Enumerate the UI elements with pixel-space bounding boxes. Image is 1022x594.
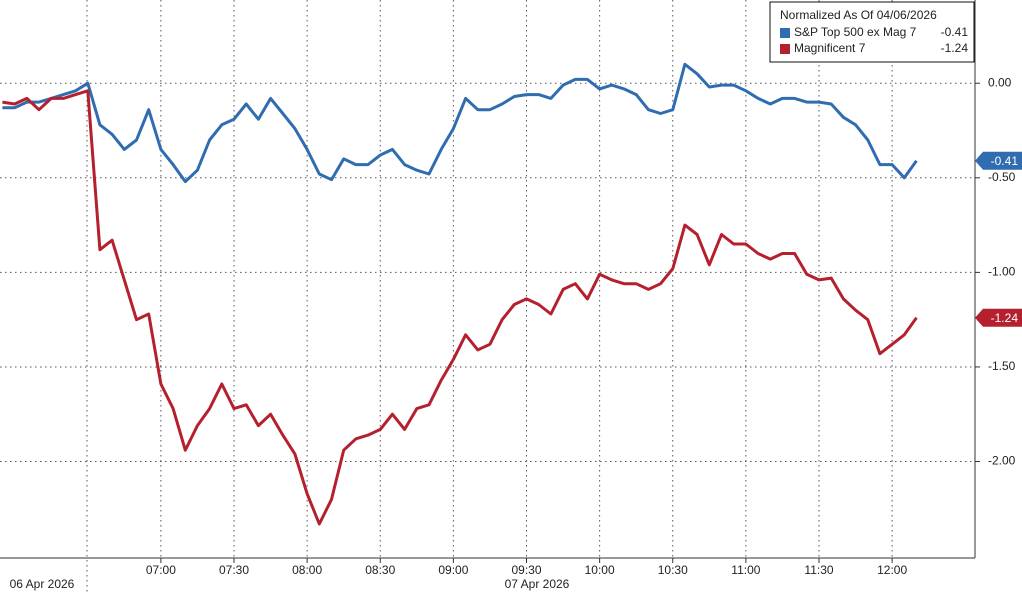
date-label: 06 Apr 2026 [10, 577, 75, 591]
y-tick-label: -1.00 [988, 265, 1016, 279]
legend-box [769, 1, 975, 63]
legend: Normalized As Of 04/06/2026 S&P Top 500 e… [769, 1, 975, 63]
x-tick-label: 09:30 [511, 563, 541, 577]
legend-value: -1.24 [941, 41, 969, 55]
last-value-tag [975, 151, 1022, 170]
series-line [2, 89, 918, 526]
x-tick-label: 11:00 [731, 563, 760, 577]
last-value-label: -0.41 [991, 154, 1019, 168]
legend-swatch [780, 28, 790, 38]
x-tick-label: 07:00 [146, 563, 176, 577]
y-tick-label: -2.00 [988, 454, 1016, 468]
x-tick-label: 10:30 [658, 563, 688, 577]
x-tick-label: 08:30 [365, 563, 395, 577]
x-tick-label: 07:30 [219, 563, 249, 577]
x-tick-label: 10:00 [585, 563, 615, 577]
last-value-tag [975, 308, 1022, 327]
legend-title: Normalized As Of 04/06/2026 [780, 8, 937, 22]
date-label: 07 Apr 2026 [505, 577, 570, 591]
legend-label: S&P Top 500 ex Mag 7 [794, 25, 917, 39]
series-line [2, 62, 918, 184]
last-value-label: -1.24 [991, 311, 1019, 325]
y-tick-label: -0.50 [988, 170, 1016, 184]
x-tick-label: 11:30 [804, 563, 833, 577]
legend-value: -0.41 [941, 25, 969, 39]
y-tick-label: -1.50 [988, 359, 1016, 373]
x-tick-label: 09:00 [438, 563, 468, 577]
legend-swatch [780, 44, 790, 54]
x-tick-label: 12:00 [877, 563, 907, 577]
y-tick-label: 0.00 [988, 75, 1012, 89]
x-tick-label: 08:00 [292, 563, 322, 577]
legend-label: Magnificent 7 [794, 41, 866, 55]
